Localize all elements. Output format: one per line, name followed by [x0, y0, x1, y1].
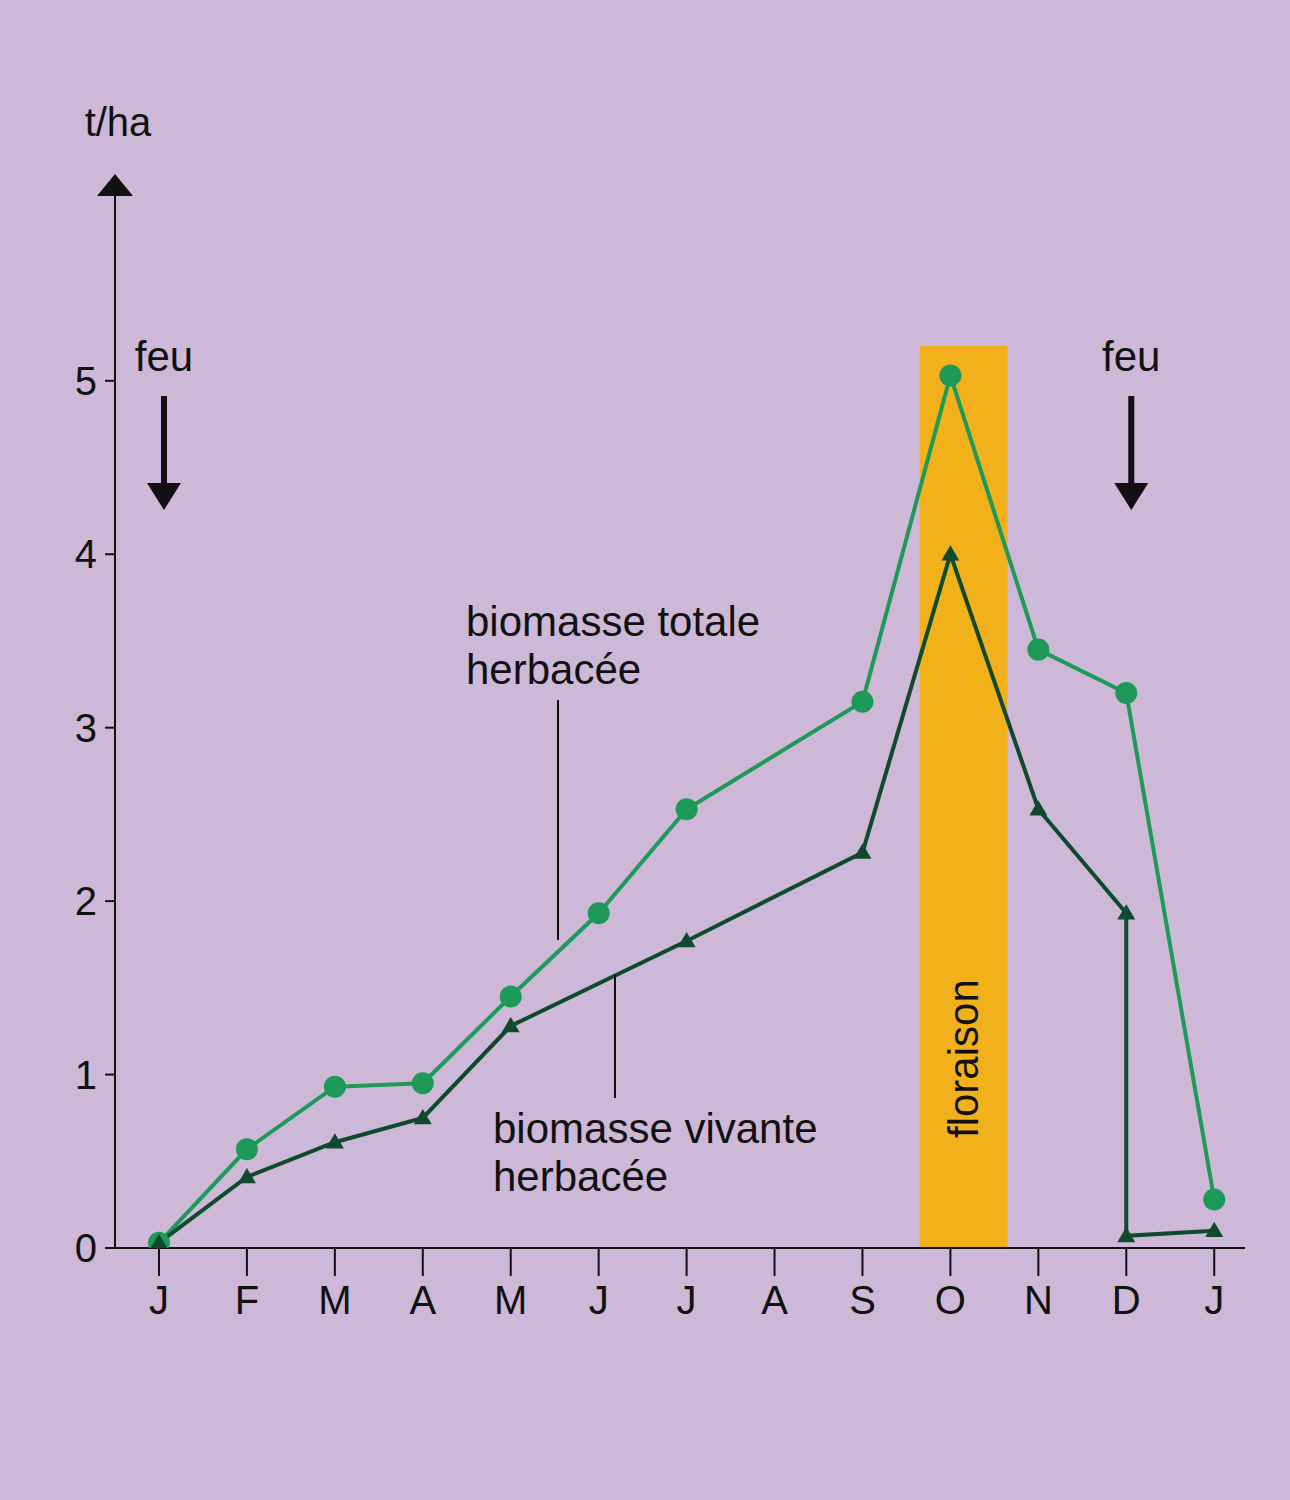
svg-text:O: O [935, 1278, 966, 1322]
svg-text:J: J [1204, 1278, 1224, 1322]
svg-text:A: A [761, 1278, 788, 1322]
svg-text:D: D [1112, 1278, 1141, 1322]
svg-text:J: J [149, 1278, 169, 1322]
svg-text:J: J [677, 1278, 697, 1322]
svg-text:2: 2 [75, 879, 97, 923]
svg-text:5: 5 [75, 359, 97, 403]
svg-text:M: M [494, 1278, 527, 1322]
svg-text:F: F [235, 1278, 259, 1322]
svg-text:3: 3 [75, 706, 97, 750]
svg-text:biomasse vivanteherbacée: biomasse vivanteherbacée [493, 1105, 818, 1200]
svg-text:1: 1 [75, 1053, 97, 1097]
svg-text:feu: feu [135, 333, 193, 380]
svg-text:feu: feu [1102, 333, 1160, 380]
svg-text:M: M [318, 1278, 351, 1322]
svg-text:N: N [1024, 1278, 1053, 1322]
svg-text:0: 0 [75, 1226, 97, 1270]
svg-text:J: J [589, 1278, 609, 1322]
svg-text:t/ha: t/ha [85, 100, 152, 144]
svg-text:A: A [409, 1278, 436, 1322]
svg-text:S: S [849, 1278, 876, 1322]
svg-text:4: 4 [75, 532, 97, 576]
svg-text:floraison: floraison [940, 979, 987, 1138]
svg-text:biomasse totaleherbacée: biomasse totaleherbacée [466, 598, 760, 693]
